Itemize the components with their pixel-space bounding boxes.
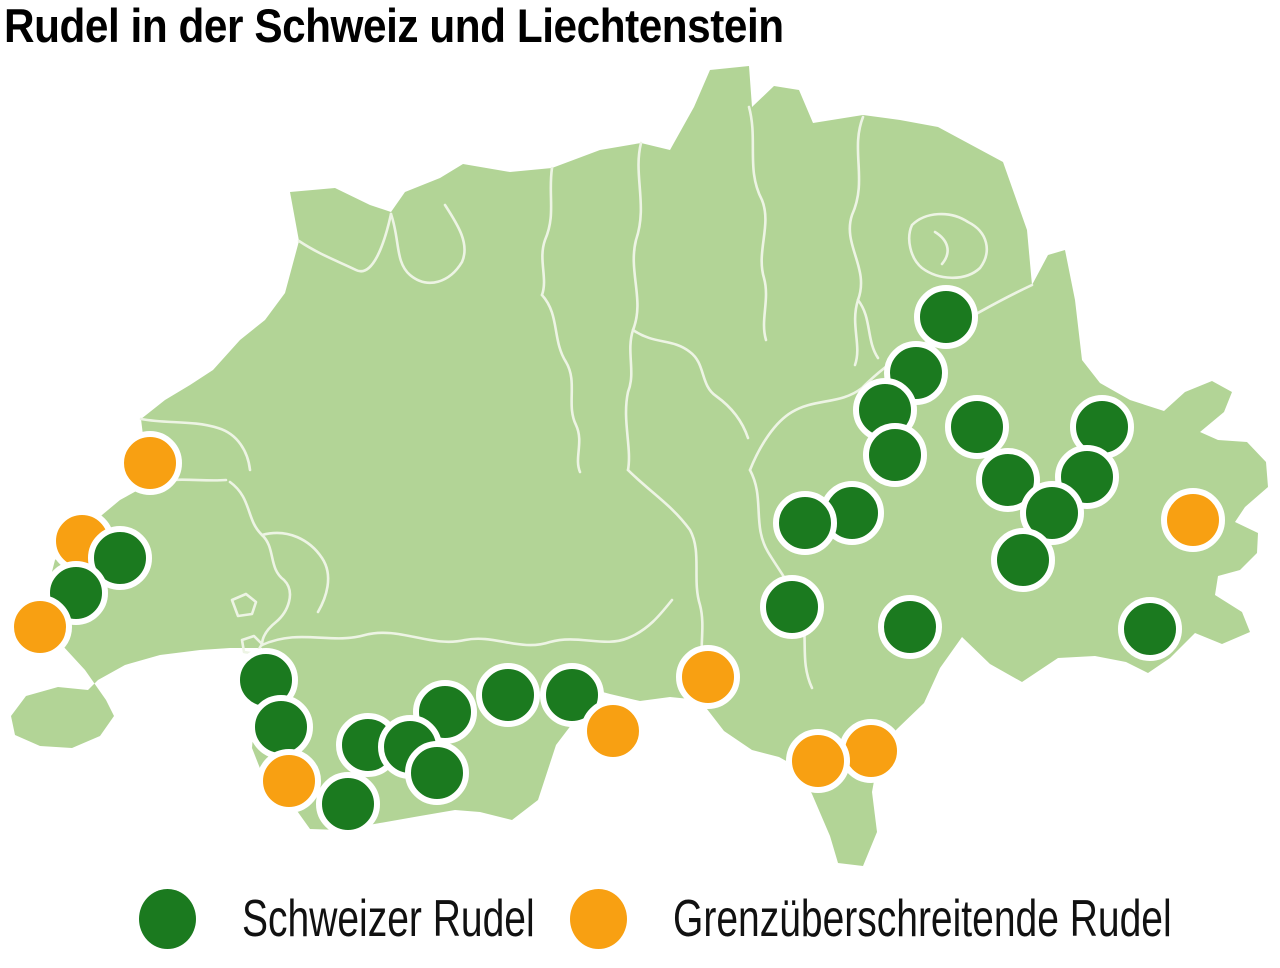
legend-label: Grenzüberschreitende Rudel <box>673 890 1172 948</box>
canton-border-line <box>228 480 292 647</box>
pack-dot-schweizer <box>249 695 313 759</box>
canton-border-line <box>230 592 258 618</box>
pack-dot-grenzueberschreitend <box>118 431 182 495</box>
pack-dot-grenzueberschreitend <box>257 749 321 813</box>
legend-item-schweizer-rudel: Schweizer Rudel <box>139 888 632 950</box>
pack-dots <box>8 285 1225 836</box>
pack-dot-schweizer <box>405 741 469 805</box>
pack-dot-grenzueberschreitend <box>8 595 72 659</box>
pack-dot-schweizer <box>914 285 978 349</box>
canton-border-line <box>297 212 393 273</box>
pack-dot-grenzueberschreitend <box>676 645 740 709</box>
legend-label: Schweizer Rudel <box>242 890 535 948</box>
pack-dot-schweizer <box>316 772 380 836</box>
canton-border-line <box>139 417 252 472</box>
canton-border-line <box>389 203 466 285</box>
canton-border-line <box>626 468 706 674</box>
pack-dot-schweizer <box>476 663 540 727</box>
pack-dot-grenzueberschreitend <box>581 699 645 763</box>
page-title: Rudel in der Schweiz und Liechtenstein <box>4 0 784 52</box>
pack-dot-schweizer <box>540 663 604 727</box>
grenzueberschreitende-rudel-dot-icon <box>570 889 627 949</box>
legend-item-grenzueberschreitende-rudel: Grenzüberschreitende Rudel <box>570 888 1280 950</box>
pack-dot-schweizer <box>1118 597 1182 661</box>
pack-dot-schweizer <box>878 595 942 659</box>
pack-dot-grenzueberschreitend <box>839 719 903 783</box>
schweizer-rudel-dot-icon <box>139 889 196 949</box>
pack-dot-grenzueberschreitend <box>1161 488 1225 552</box>
pack-dot-schweizer <box>863 423 927 487</box>
canton-border-line <box>260 531 330 614</box>
pack-dot-schweizer <box>773 491 837 555</box>
canton-border-line <box>856 298 880 360</box>
canton-border-line <box>624 141 643 472</box>
canton-border-line <box>260 598 674 647</box>
canton-border-line <box>631 328 750 440</box>
pack-dot-schweizer <box>976 448 1040 512</box>
canton-border-line <box>908 212 989 280</box>
pack-dot-schweizer <box>1020 481 1084 545</box>
pack-dot-schweizer <box>760 575 824 639</box>
canton-border-line <box>848 115 865 367</box>
country-outline <box>11 66 1268 866</box>
pack-dot-schweizer <box>991 528 1055 592</box>
canton-border-line <box>933 230 949 266</box>
pack-dot-grenzueberschreitend <box>786 729 850 793</box>
canton-border-line <box>540 166 554 297</box>
canton-border-line <box>747 105 768 342</box>
pack-dot-schweizer <box>945 395 1009 459</box>
pack-dot-schweizer <box>88 526 152 590</box>
canton-border-line <box>540 293 582 474</box>
